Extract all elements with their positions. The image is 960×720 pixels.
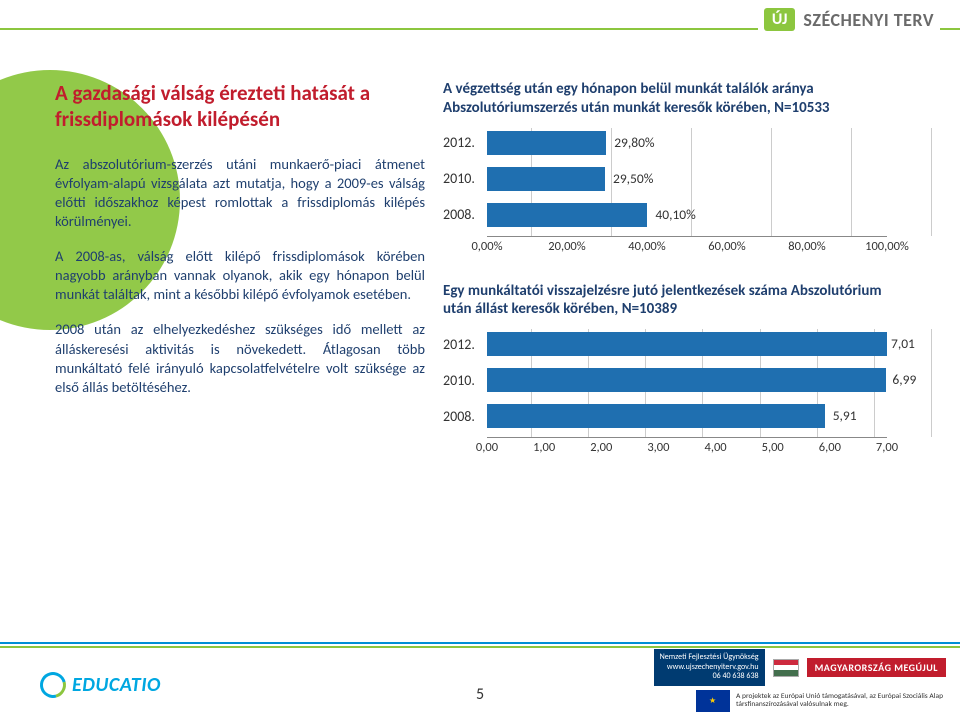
bar-fill [487,332,887,356]
bar-value-label: 29,80% [614,134,654,151]
slide-page: ÚJ SZÉCHENYI TERV A gazdasági válság ére… [0,0,960,720]
footer: EDUCATIO 5 Nemzeti Fejlesztési Ügynökség… [0,642,960,720]
x-tick-label: 3,00 [647,440,669,455]
x-tick-label: 7,00 [876,440,898,455]
agency-line3: 06 40 638 638 [660,672,759,682]
bar-value-label: 6,99 [892,371,916,388]
x-tick-label: 40,00% [628,239,665,254]
page-number: 5 [476,685,484,704]
x-tick-label: 60,00% [708,239,745,254]
y-category-label: 2010. [443,372,487,389]
footer-rule-blue [0,642,960,644]
paragraph-2: A 2008-as, válság előtt kilépő frissdipl… [55,247,425,304]
bar-rows: 2012.7,012010.6,992008.5,91 [443,329,903,431]
bar-fill [487,404,825,428]
bar-track: 7,01 [487,332,887,356]
y-category-label: 2008. [443,206,487,223]
gridline [931,329,932,437]
bar-fill [487,203,647,227]
y-category-label: 2008. [443,408,487,425]
right-column: A végzettség után egy hónapon belül munk… [443,80,903,610]
bar-row: 2008. 40,10% [443,200,903,230]
x-axis: 0,00%20,00%40,00%60,00%80,00%100,00% [487,236,887,256]
bar-value-label: 5,91 [833,407,857,424]
bar-row: 2008. 5,91 [443,401,903,431]
hungary-flag-icon [773,659,799,677]
bar-fill [487,167,605,191]
x-tick-label: 80,00% [788,239,825,254]
bar-value-label: 29,50% [613,170,653,187]
header: ÚJ SZÉCHENYI TERV [0,0,960,58]
main-content: A gazdasági válság érezteti hatását a fr… [55,80,905,610]
x-axis: 0,001,002,003,004,005,006,007,00 [487,437,887,457]
bar-track: 29,80% [487,131,887,155]
megujul-badge: MAGYARORSZÁG MEGÚJUL [807,658,946,677]
x-tick-label: 5,00 [762,440,784,455]
slide-title: A gazdasági válság érezteti hatását a fr… [55,80,425,133]
x-tick-label: 4,00 [704,440,726,455]
x-tick-label: 1,00 [533,440,555,455]
chart2-title: Egy munkáltatói visszajelzésre jutó jele… [443,282,903,320]
x-tick-label: 100,00% [865,239,909,254]
bar-value-label: 7,01 [891,335,915,352]
y-category-label: 2012. [443,336,487,353]
eu-block: A projektek az Európai Unió támogatásáva… [696,690,946,712]
bar-row: 2012. 29,80% [443,128,903,158]
educatio-icon [35,667,71,703]
chart1: 2012. 29,80% 2010. 29,50% 2008. 40,10% 0,00% 20… [443,128,903,256]
x-tick-label: 0,00 [476,440,498,455]
uj-badge: ÚJ [764,8,796,31]
bar-row: 2012.7,01 [443,329,903,359]
educatio-text: EDUCATIO [72,673,161,697]
left-column: A gazdasági válság érezteti hatását a fr… [55,80,425,610]
eu-flag-icon [696,690,730,712]
bar-value-label: 40,10% [655,206,695,223]
chart2: 2012.7,012010.6,992008.5,910,001,002,003… [443,329,903,457]
paragraph-3: 2008 után az elhelyezkedéshez szükséges … [55,320,425,397]
y-category-label: 2010. [443,170,487,187]
agency-block: Nemzeti Fejlesztési Ügynökség www.ujszec… [654,649,946,686]
chart1-title: A végzettség után egy hónapon belül munk… [443,80,903,118]
szechenyi-logo: ÚJ SZÉCHENYI TERV [758,8,940,31]
footer-rule-green [0,646,960,648]
bar-track: 5,91 [487,404,887,428]
bar-rows: 2012. 29,80% 2010. 29,50% 2008. 40,10% [443,128,903,230]
bar-row: 2010. 29,50% [443,164,903,194]
x-tick-label: 20,00% [548,239,585,254]
eu-text: A projektek az Európai Unió támogatásáva… [736,693,946,710]
bar-fill [487,131,606,155]
bar-track: 6,99 [487,368,887,392]
x-tick-label: 6,00 [819,440,841,455]
gridline [931,128,932,236]
y-category-label: 2012. [443,134,487,151]
footer-right: Nemzeti Fejlesztési Ügynökség www.ujszec… [654,649,946,712]
agency-text: Nemzeti Fejlesztési Ügynökség www.ujszec… [654,649,765,686]
x-tick-label: 2,00 [590,440,612,455]
x-tick-label: 0,00% [471,239,502,254]
brand-text: SZÉCHENYI TERV [803,9,934,31]
bar-fill [487,368,886,392]
bar-track: 29,50% [487,167,887,191]
paragraph-1: Az abszolutórium-szerzés utáni munkaerő-… [55,155,425,232]
educatio-logo: EDUCATIO [40,672,161,698]
bar-row: 2010.6,99 [443,365,903,395]
bar-track: 40,10% [487,203,887,227]
